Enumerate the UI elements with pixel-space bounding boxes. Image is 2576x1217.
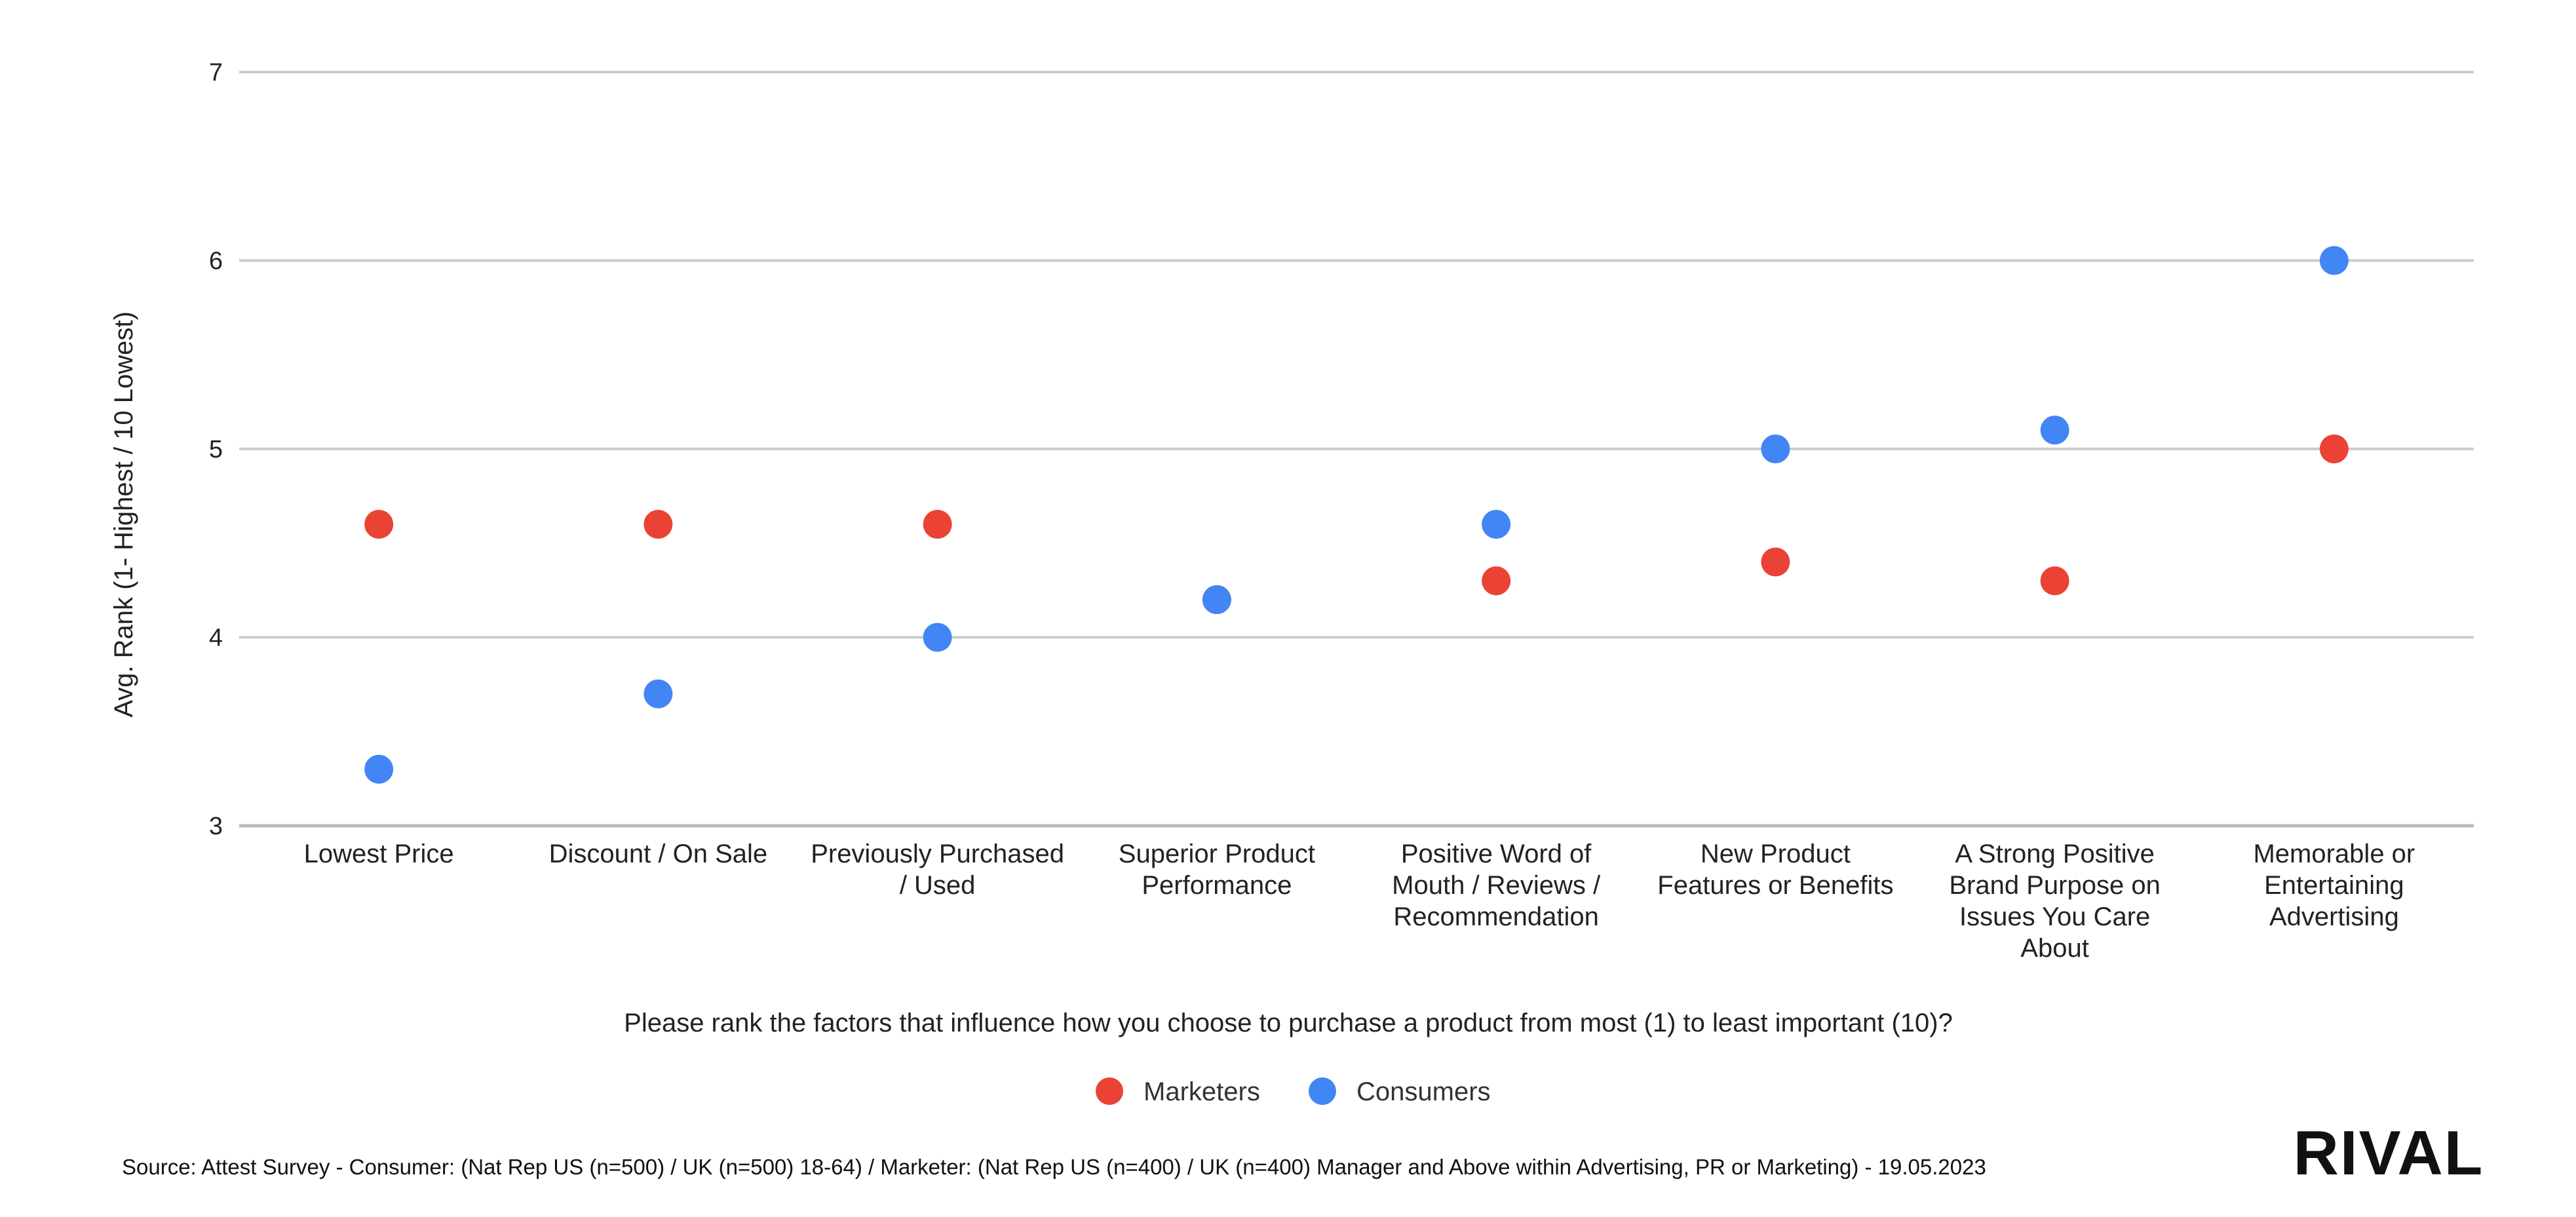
point-marketers-0 [364,510,394,539]
point-marketers-4 [1482,566,1511,596]
x-category-label: A Strong Positive Brand Purpose on Issues … [1949,840,2160,963]
x-category-line: Discount / On Sale [549,840,768,868]
x-category-label: Lowest Price [304,840,454,868]
y-tick-label: 3 [209,813,223,840]
legend: Marketers Consumers [1096,1077,1491,1106]
x-category-line: Brand Purpose on [1949,871,2160,900]
x-category-label: Positive Word of Mouth / Reviews / Recomme… [1392,840,1601,931]
x-category-line: Previously Purchased [811,840,1064,868]
x-category-line: / Used [900,871,976,900]
point-marketers-5 [1761,547,1790,577]
y-axis-ticks: 3 4 5 6 7 [209,59,223,840]
point-marketers-2 [923,510,952,539]
legend-label-consumers: Consumers [1356,1077,1491,1106]
x-category-line: Entertaining [2264,871,2404,900]
legend-marker-marketers [1096,1077,1123,1105]
x-category-label: Superior Product Performance [1119,840,1315,900]
source-note: Source: Attest Survey - Consumer: (Nat R… [122,1155,1986,1179]
point-consumers-7 [2319,246,2349,275]
x-category-line: Features or Benefits [1657,871,1893,900]
point-consumers-0 [364,754,394,784]
y-tick-label: 4 [209,625,223,652]
y-tick-label: 6 [209,248,223,275]
point-consumers-6 [2040,415,2069,445]
x-category-line: Issues You Care [1959,902,2150,931]
x-category-label: Previously Purchased / Used [811,840,1064,900]
logo-text: RIVAL [2294,1122,2484,1182]
point-consumers-5 [1761,435,1790,463]
y-tick-label: 5 [209,436,223,463]
point-marketers-1 [644,510,673,539]
legend-label-marketers: Marketers [1144,1077,1260,1106]
x-category-line: A Strong Positive [1955,840,2155,868]
x-axis-title: Please rank the factors that influence h… [624,1009,1953,1037]
x-category-line: Positive Word of [1401,840,1592,868]
x-category-label: New Product Features or Benefits [1657,840,1893,900]
point-marketers-6 [2040,566,2069,596]
x-category-line: Superior Product [1119,840,1315,868]
x-category-line: New Product [1701,840,1851,868]
point-consumers-3 [1202,585,1231,614]
x-axis-categories: Lowest Price Discount / On Sale Previously… [304,840,2415,963]
y-tick-label: 7 [209,59,223,87]
x-category-line: About [2020,934,2089,963]
y-axis-title: Avg. Rank (1- Highest / 10 Lowest) [109,311,138,718]
data-points [364,246,2349,784]
rival-logo: RIVAL [2294,1122,2484,1182]
point-consumers-2 [923,623,952,652]
x-category-label: Memorable or Entertaining Advertising [2253,840,2415,931]
x-category-line: Mouth / Reviews / [1392,871,1601,900]
point-marketers-7 [2319,435,2349,463]
x-category-line: Lowest Price [304,840,454,868]
point-consumers-1 [644,679,673,708]
x-category-label: Discount / On Sale [549,840,768,868]
x-category-line: Performance [1142,871,1292,900]
x-category-line: Advertising [2269,902,2399,931]
x-category-line: Recommendation [1393,902,1599,931]
point-consumers-4 [1482,510,1511,539]
legend-marker-consumers [1309,1077,1336,1105]
gridlines [239,71,2474,828]
x-category-line: Memorable or [2253,840,2415,868]
